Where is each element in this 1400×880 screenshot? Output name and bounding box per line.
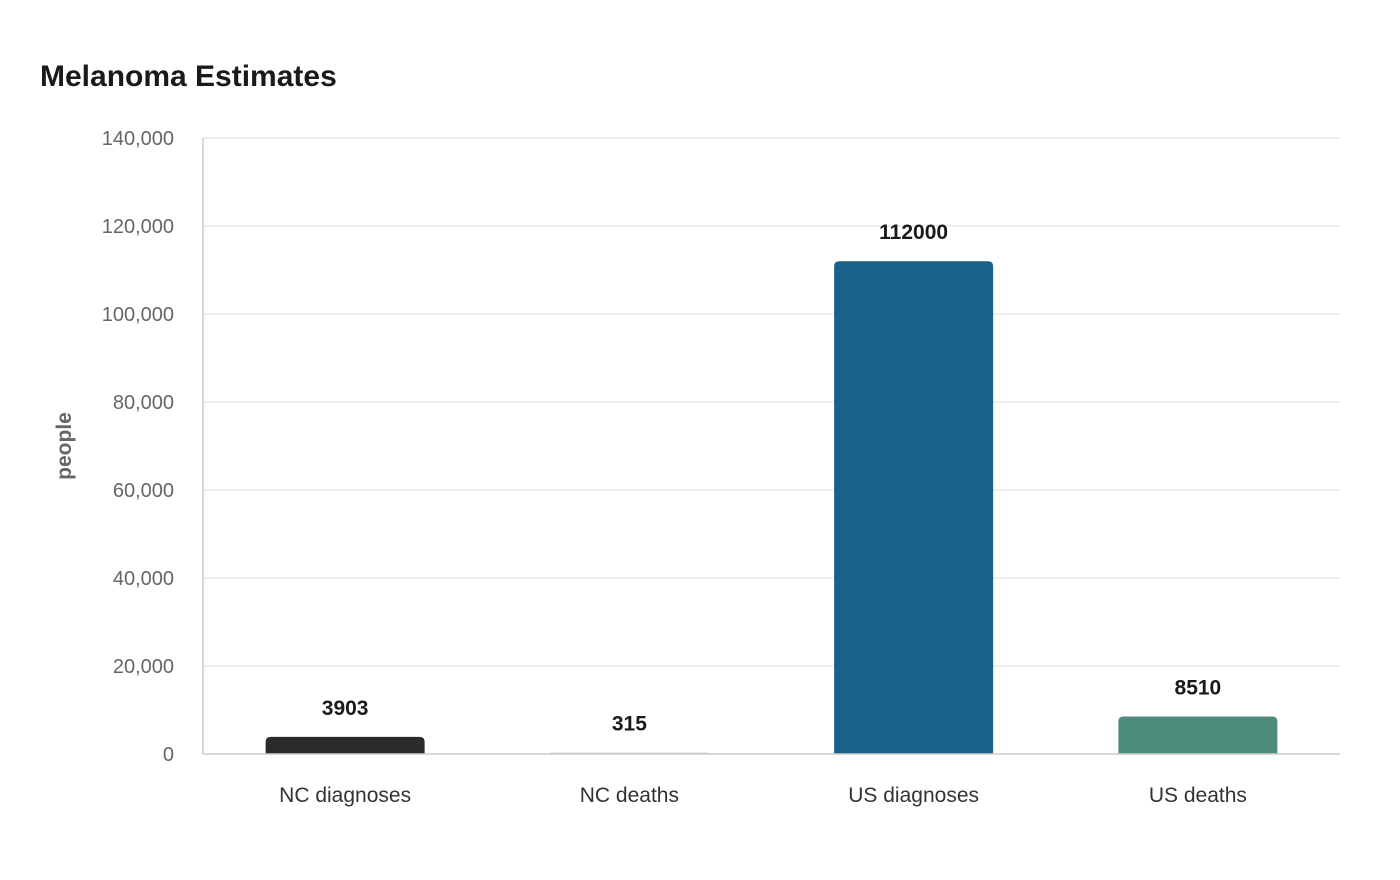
y-tick-label: 120,000 <box>102 216 174 238</box>
y-axis-label: people <box>53 412 76 480</box>
y-tick-label: 140,000 <box>102 128 174 150</box>
data-label: 112000 <box>879 221 948 244</box>
bar <box>834 261 994 754</box>
chart-title: Melanoma Estimates <box>40 60 337 93</box>
y-tick-label: 80,000 <box>113 392 174 414</box>
x-axis-categories: NC diagnoses NC deaths US diagnoses US deat… <box>279 784 1247 807</box>
data-labels: 3903 315 112000 8510 <box>322 221 1221 735</box>
bar <box>1118 716 1278 754</box>
y-tick-label: 60,000 <box>113 480 174 502</box>
data-label: 315 <box>612 713 647 736</box>
x-category-label: NC deaths <box>580 784 679 807</box>
x-category-label: US diagnoses <box>848 784 979 807</box>
y-axis-ticks: 0 20,000 40,000 60,000 80,000 100,000 120,000 1… <box>102 128 174 766</box>
y-tick-label: 100,000 <box>102 304 174 326</box>
bar <box>265 736 425 754</box>
x-category-label: US deaths <box>1149 784 1247 807</box>
bars <box>265 261 1278 754</box>
gridlines <box>203 137 1340 667</box>
y-tick-label: 20,000 <box>113 656 174 678</box>
y-tick-label: 40,000 <box>113 568 174 590</box>
y-tick-label: 0 <box>163 744 174 766</box>
data-label: 8510 <box>1175 677 1222 700</box>
x-category-label: NC diagnoses <box>279 784 411 807</box>
data-label: 3903 <box>322 697 369 720</box>
